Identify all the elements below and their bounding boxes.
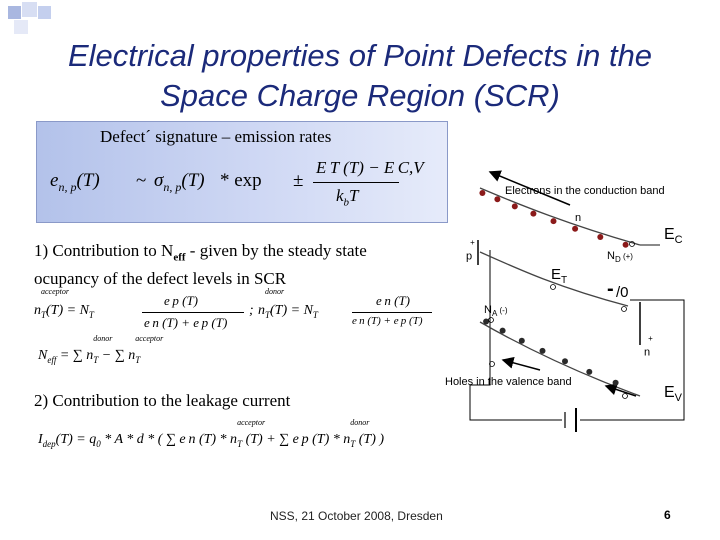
trap-zero-label: /0 [616, 284, 629, 301]
footer-text: NSS, 21 October 2008, Dresden [270, 509, 443, 523]
circuit-wire [469, 250, 562, 421]
signature-label: Defect´ signature – emission rates [100, 127, 332, 146]
hole-dot [499, 327, 506, 334]
holes-label: Holes in the valence band [445, 376, 572, 388]
formula-lhs: en, p(T) [50, 170, 100, 194]
hole-dot [612, 379, 619, 386]
electron-dots [479, 190, 629, 248]
page-title: Electrical properties of Point Defects i… [0, 36, 720, 116]
electron-dot [511, 203, 518, 210]
section-2-text: 2) Contribution to the leakage current [34, 391, 291, 410]
decor-square [8, 6, 21, 19]
nd-label: ND (+) [607, 250, 633, 265]
section-1-text: 1) Contribution to Neff - given by the s… [34, 241, 367, 289]
trap-level-curve [479, 251, 629, 307]
decor-square [14, 20, 28, 34]
hole-dot [518, 337, 525, 344]
electrons-arrow [488, 170, 571, 206]
conduction-band-curve [479, 187, 641, 246]
occupancy-equations: n acceptor T(T) = NT e p (T) e n (T) + e p… [34, 287, 434, 343]
charge-marker [621, 306, 627, 312]
hole-dot [586, 368, 593, 375]
electron-dot [479, 190, 486, 196]
electron-dot [622, 241, 629, 248]
electron-dot [530, 210, 537, 217]
holes-arrow [604, 383, 637, 397]
n-plus-label: n+ [644, 334, 653, 359]
na-label: NA (-) [484, 304, 508, 319]
electron-dot [550, 218, 557, 225]
hole-dots [483, 318, 619, 386]
decor-square [38, 6, 51, 19]
et-label: ET [551, 266, 568, 286]
formula-sigma: σn, p(T) [154, 170, 205, 194]
circuit-wire [580, 299, 685, 421]
electron-dot [597, 234, 604, 240]
leakage-current-equation: Idep(T) = q0 * A * d * ( ∑ e n (T) * n ac… [38, 418, 385, 449]
electron-dot [494, 196, 501, 203]
charge-marker [489, 361, 495, 367]
formula-numerator: E T (T) − E C,V [316, 158, 424, 177]
decor-square [22, 2, 37, 17]
page-number: 6 [664, 508, 671, 522]
p-plus-label: p+ [466, 238, 475, 263]
electrons-label: Electrons in the conduction band [505, 185, 665, 197]
formula-sim: ~ [136, 170, 147, 191]
ev-label: EV [664, 384, 683, 405]
hole-dot [562, 358, 568, 365]
charge-marker [629, 241, 635, 247]
electron-dot [572, 225, 579, 232]
title-line-1: Electrical properties of Point Defects i… [67, 38, 653, 73]
formula-pm: ± [293, 170, 304, 191]
ec-label: EC [664, 226, 683, 247]
charge-marker [622, 393, 628, 399]
formula-fraction-bar [313, 182, 399, 183]
holes-arrow [501, 356, 541, 371]
neff-equation: Neff = ∑ n donor T − ∑ n acceptor T [38, 334, 164, 365]
title-line-2: Space Charge Region (SCR) [160, 78, 560, 113]
n-label: n [575, 212, 582, 224]
charge-marker [550, 284, 556, 290]
signature-box [36, 121, 448, 223]
hole-dot [483, 318, 490, 325]
emission-rate-formula: en, p(T) ~ σn, p(T) * exp ± E T (T) − E … [50, 158, 424, 218]
formula-exp: * exp [220, 170, 262, 191]
charge-marker [488, 317, 494, 323]
trap-minus-label: - [607, 278, 614, 300]
hole-dot [539, 347, 546, 354]
formula-denominator: kbT [336, 186, 359, 209]
